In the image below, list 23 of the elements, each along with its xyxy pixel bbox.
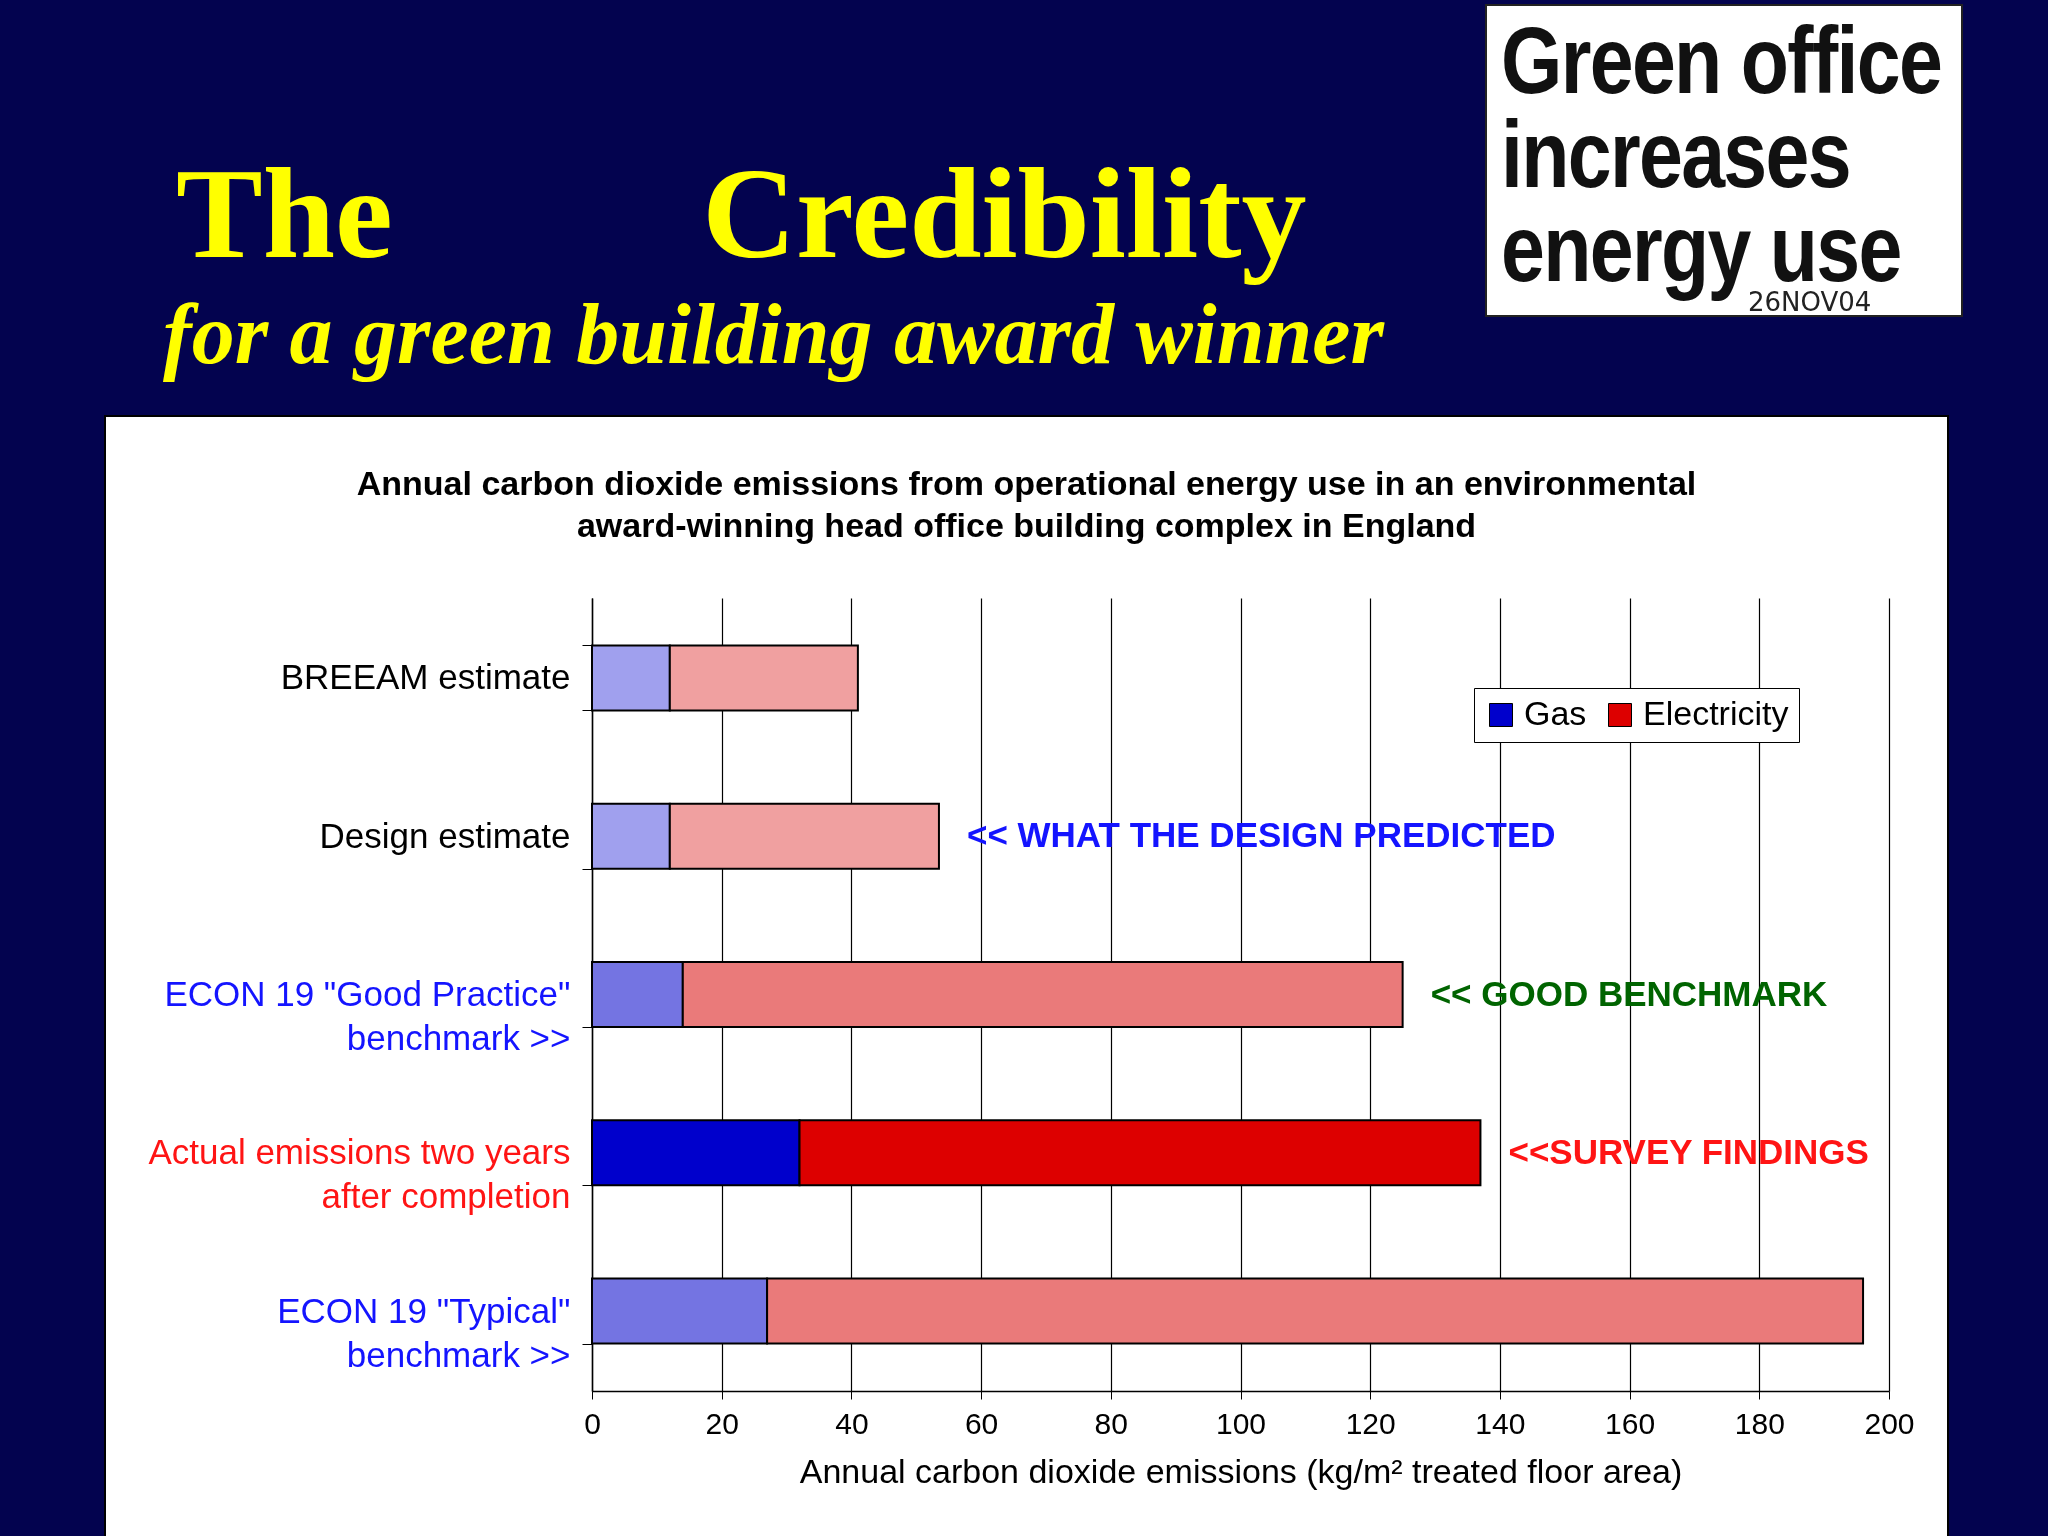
chart-title: The Credibility [176,141,1307,285]
y-tick-label: Actual emissions two years after completion [148,1132,571,1216]
legend-label: Electricity [1643,694,1789,732]
x-tick-label: 200 [1864,1406,1915,1440]
y-tick-label: ECON 19 "Typical" benchmark >> [277,1290,571,1374]
x-tick-label: 20 [705,1406,739,1440]
x-tick-label: 0 [584,1406,601,1440]
x-tick-label: 80 [1094,1406,1128,1440]
y-tick-label: BREEAM estimate [280,657,571,697]
x-tick-label: 100 [1215,1406,1267,1440]
y-tick-label: ECON 19 "Good Practice" benchmark >> [164,974,571,1057]
x-tick-label: 120 [1345,1406,1396,1440]
y-tick-label: Design estimate [319,815,571,855]
newspaper-clipping: Green office increases energy use 26NOV04 [1485,4,1963,317]
x-tick-label: 60 [964,1406,999,1440]
x-tick-label: 140 [1475,1406,1526,1440]
x-tick-label: 160 [1605,1406,1656,1440]
x-tick-label: 40 [835,1406,869,1440]
x-axis-title: Annual carbon dioxide emissions (kg/m² treated floor area) [799,1451,1683,1490]
x-tick-label: 180 [1734,1406,1785,1440]
chart-subtitle: for a green building award winner [163,286,1384,382]
text: Annual carbon dioxide emissions from operational energy use in an environmental award-winning head office building complex in England [356,464,1697,544]
legend-label: Gas [1524,694,1587,732]
